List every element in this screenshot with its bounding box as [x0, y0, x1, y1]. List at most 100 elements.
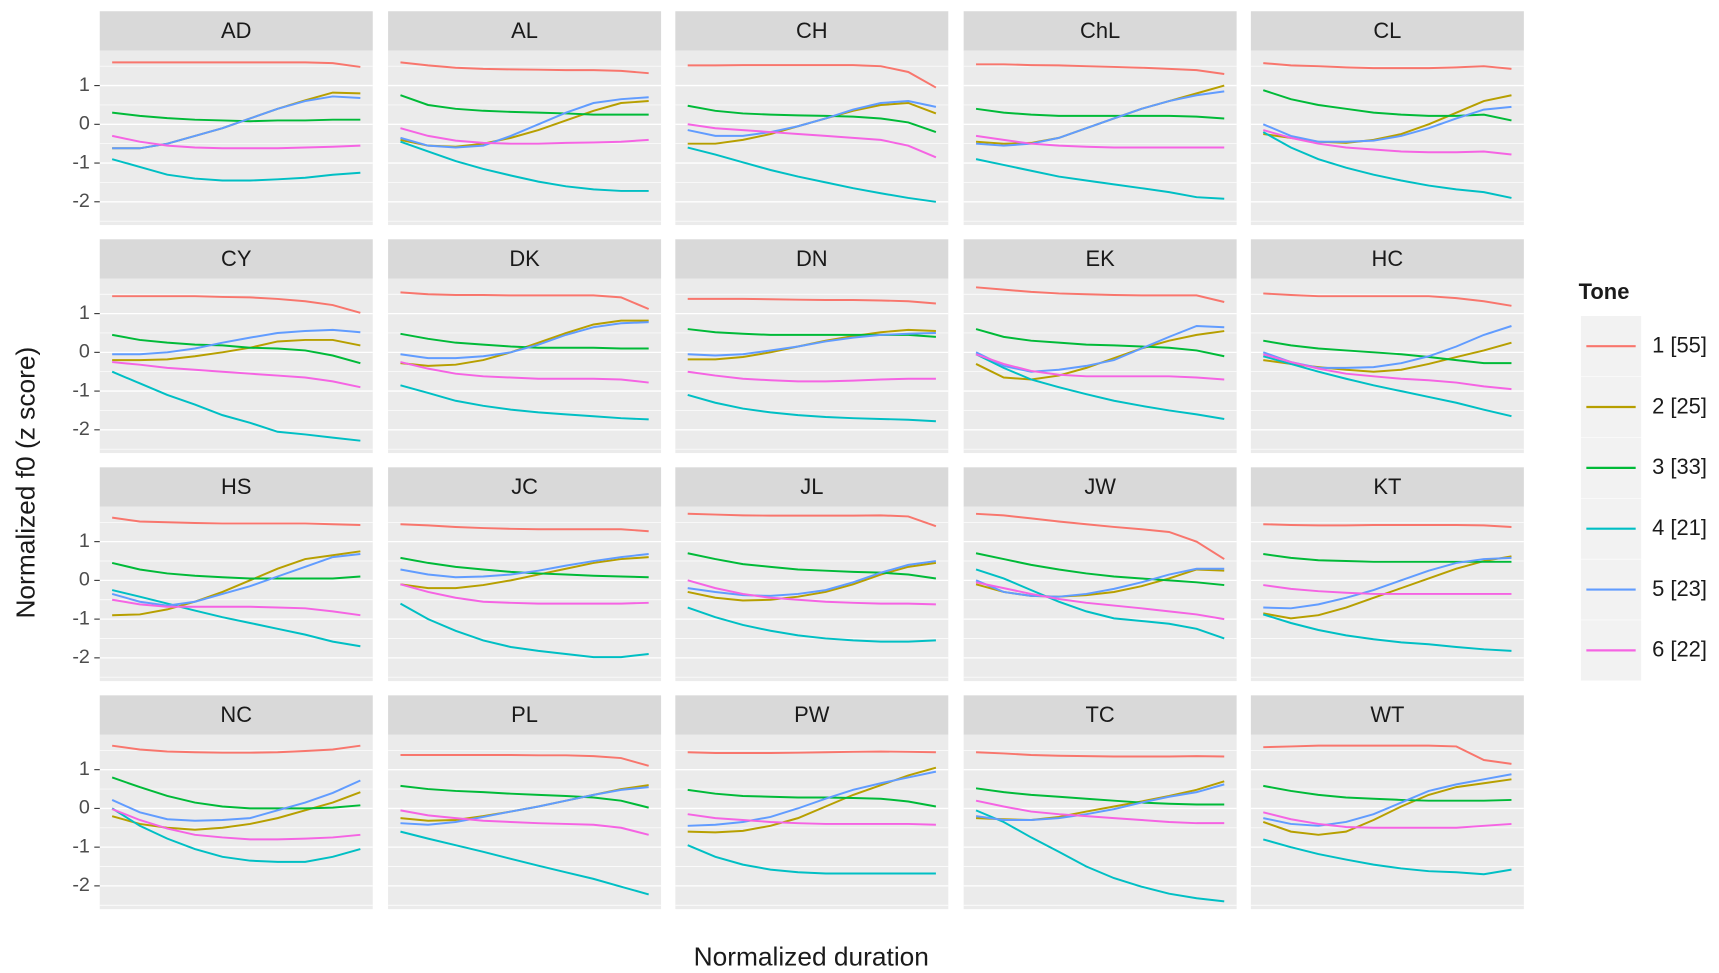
x-axis-label: Normalized duration — [694, 941, 929, 971]
y-tick-label: 0 — [79, 341, 90, 363]
strip-label: JW — [1084, 474, 1116, 499]
line — [1263, 353, 1512, 391]
line — [1263, 339, 1512, 365]
line — [399, 602, 649, 659]
line — [975, 552, 1225, 587]
panel — [388, 50, 662, 226]
line — [1263, 811, 1512, 829]
y-tick-label: 1 — [79, 74, 90, 96]
line — [112, 61, 361, 68]
strip — [1250, 695, 1524, 735]
strip-label: CY — [221, 246, 252, 271]
strip-label: HC — [1372, 246, 1404, 271]
line — [400, 583, 649, 605]
line — [111, 807, 361, 863]
strip-label: WT — [1370, 702, 1404, 727]
line — [400, 523, 649, 533]
strip — [99, 11, 373, 51]
legend-label: 1 [55] — [1652, 333, 1707, 358]
line — [975, 568, 1225, 640]
line — [112, 328, 361, 356]
line — [975, 353, 1225, 420]
panel — [99, 506, 373, 682]
strip — [388, 695, 662, 735]
strip-label: EK — [1086, 246, 1116, 271]
line — [400, 784, 649, 809]
line — [687, 512, 937, 528]
line — [976, 63, 1225, 75]
line — [1262, 105, 1512, 143]
line — [687, 394, 936, 423]
line — [400, 361, 649, 384]
line — [1263, 355, 1512, 418]
line — [975, 328, 1225, 358]
line — [112, 744, 361, 754]
line — [687, 561, 937, 602]
line — [111, 158, 361, 182]
line — [1263, 292, 1512, 307]
strip — [1250, 11, 1524, 51]
line — [687, 552, 937, 580]
line — [687, 104, 937, 133]
y-tick-label: -1 — [72, 151, 90, 173]
line — [975, 751, 1225, 758]
legend-title: Tone — [1579, 279, 1630, 304]
line — [400, 809, 649, 836]
line — [1263, 773, 1512, 827]
strip — [99, 467, 373, 507]
line — [687, 844, 936, 875]
strip — [675, 467, 949, 507]
y-tick-label: -2 — [72, 874, 90, 896]
y-tick-label: -1 — [72, 379, 90, 401]
line — [687, 370, 936, 383]
line — [111, 808, 361, 841]
line — [1263, 62, 1512, 70]
line — [687, 813, 936, 826]
line — [400, 753, 649, 767]
line — [687, 788, 937, 808]
strip — [963, 695, 1237, 735]
line — [975, 353, 1225, 381]
strip — [963, 239, 1237, 279]
line — [112, 361, 361, 389]
line — [1263, 584, 1512, 595]
line — [975, 567, 1225, 598]
strip-label: JC — [511, 474, 538, 499]
y-tick-label: -2 — [72, 418, 90, 440]
strip — [675, 11, 949, 51]
strip-label: NC — [220, 702, 252, 727]
strip-label: PW — [794, 702, 830, 727]
line — [975, 107, 1225, 120]
line — [687, 579, 936, 606]
y-axis-label: Normalized f0 (z score) — [10, 347, 40, 619]
y-tick-label: 0 — [79, 569, 90, 591]
line — [400, 332, 649, 350]
y-tick-label: 0 — [79, 113, 90, 135]
legend-label: 3 [33] — [1652, 454, 1707, 479]
line — [1262, 89, 1512, 122]
strip-label: PL — [511, 702, 538, 727]
line — [112, 550, 361, 617]
line — [111, 589, 361, 648]
strip — [388, 467, 662, 507]
line — [687, 64, 937, 89]
strip — [388, 239, 662, 279]
line — [112, 111, 361, 123]
line — [111, 561, 361, 580]
line — [400, 384, 649, 421]
strip — [1250, 239, 1524, 279]
panel — [675, 50, 949, 226]
line — [1263, 838, 1512, 876]
strip — [388, 11, 662, 51]
strip-label: TC — [1086, 702, 1115, 727]
line — [111, 134, 361, 150]
line — [112, 516, 361, 526]
panel — [388, 506, 662, 682]
strip-label: DN — [796, 246, 828, 271]
line — [111, 776, 361, 810]
strip — [675, 695, 949, 735]
strip-label: CL — [1373, 18, 1401, 43]
strip — [963, 11, 1237, 51]
line — [975, 134, 1225, 149]
